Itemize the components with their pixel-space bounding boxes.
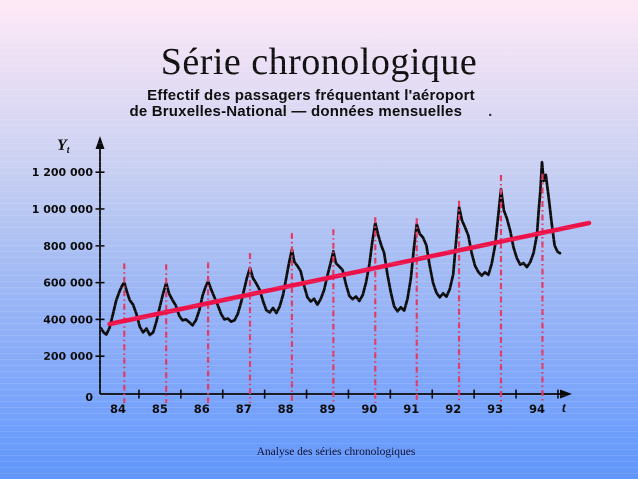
x-axis-label: t [562, 400, 567, 415]
slide-subtitle: Effectif des passagers fréquentant l'aér… [0, 88, 622, 120]
trend-line [107, 220, 592, 327]
x-axis-arrow-icon [560, 389, 572, 399]
x-tick-label: 92 [445, 402, 461, 416]
x-tick-label: 89 [319, 402, 335, 416]
y-tick-label: 1 000 000 [32, 203, 94, 216]
x-tick-label: 84 [110, 402, 126, 416]
subtitle-trailing-period: . [488, 103, 493, 120]
subtitle-line-2: de Bruxelles-National — données mensuell… [0, 104, 622, 120]
x-tick-label: 86 [194, 402, 210, 416]
subtitle-line-2-text: de Bruxelles-National — données mensuell… [129, 103, 463, 120]
x-tick-label: 88 [278, 402, 294, 416]
slide-title: Série chronologique [160, 41, 478, 83]
slide-footer: Analyse des séries chronologiques [256, 446, 416, 458]
y-tick-label: 600 000 [43, 277, 93, 290]
x-tick-label: 93 [487, 402, 503, 416]
y-axis-label: Yt [57, 137, 71, 156]
x-tick-label: 90 [361, 402, 377, 416]
y-tick-label: 0 [85, 391, 93, 404]
x-tick-label: 91 [403, 402, 419, 416]
y-axis-arrow-icon [95, 136, 105, 149]
x-tick-label: 87 [236, 402, 252, 416]
x-tick-label: 94 [529, 402, 545, 416]
y-tick-label: 1 200 000 [32, 166, 94, 179]
subtitle-line-1: Effectif des passagers fréquentant l'aér… [147, 87, 475, 104]
x-tick-label: 85 [152, 402, 168, 416]
y-tick-label: 200 000 [43, 350, 93, 363]
y-tick-label: 400 000 [43, 313, 93, 326]
y-tick-label: 800 000 [43, 240, 93, 253]
